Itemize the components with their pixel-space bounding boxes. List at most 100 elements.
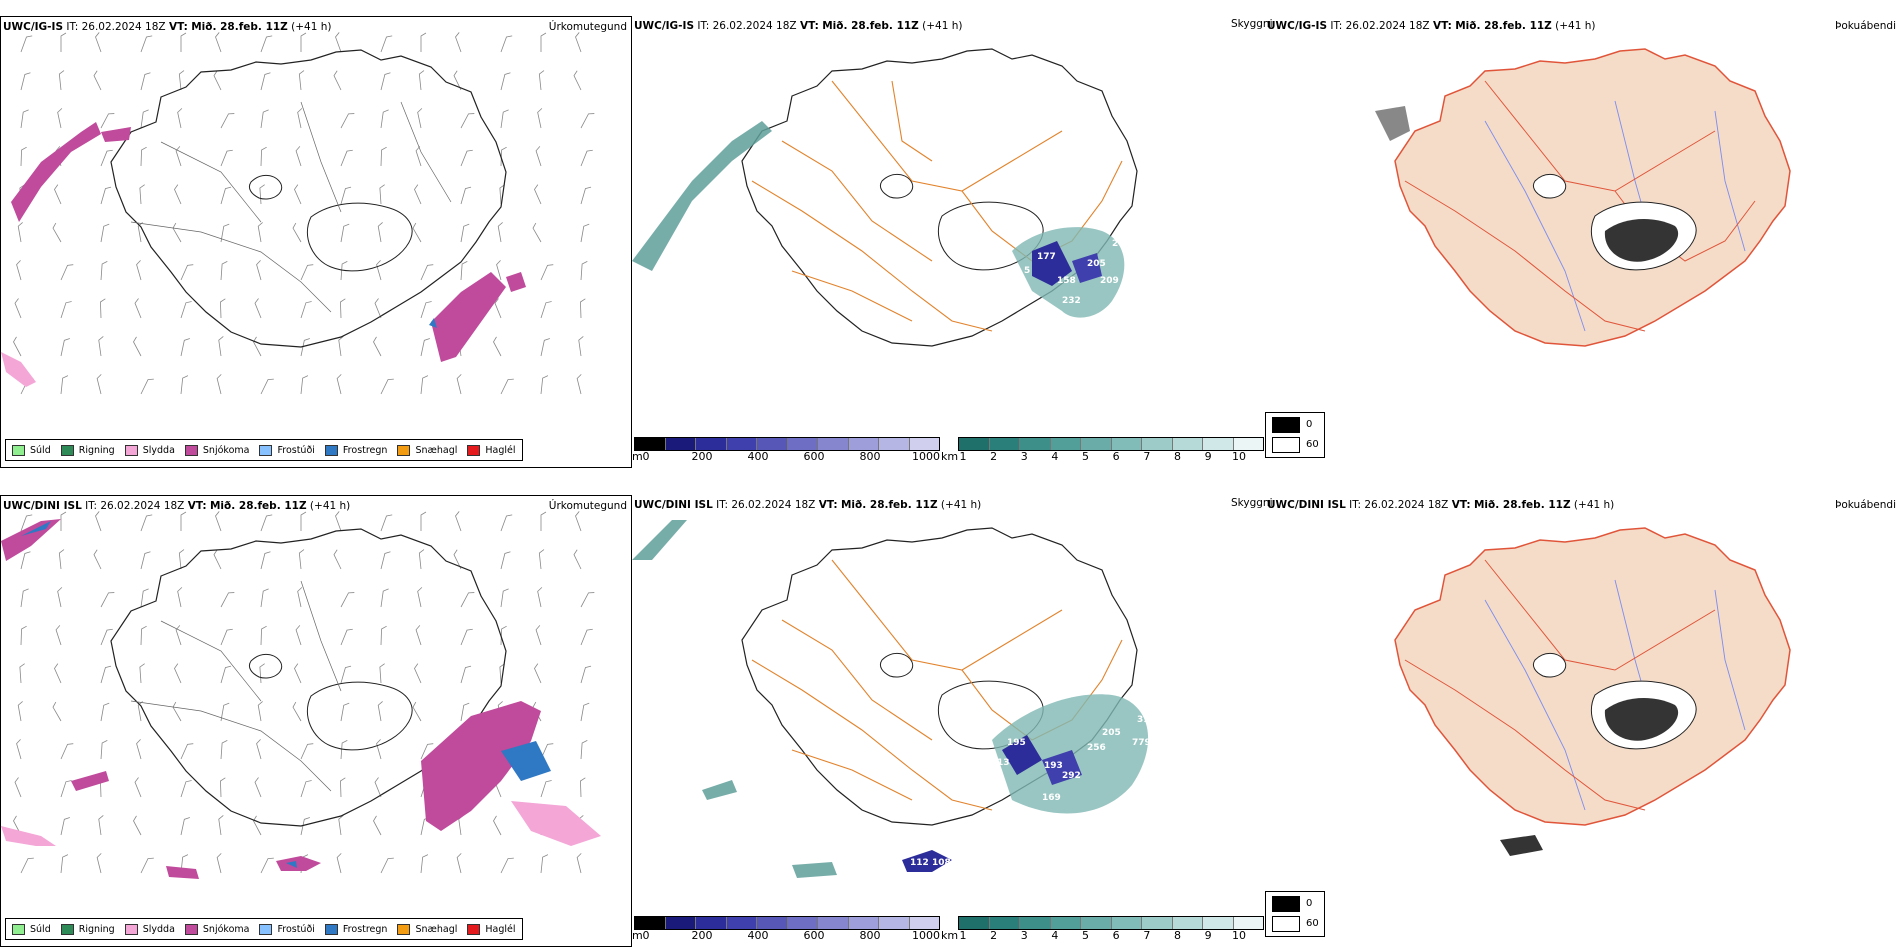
colorbar-cell [818,917,849,929]
wind-barb [134,298,142,319]
visibility-value-label: 292 [1062,771,1081,781]
wind-barb [254,298,262,319]
tick-label: 400 [747,929,769,942]
legend-swatch [184,923,198,935]
fog-swatch-top [1272,896,1300,912]
tick-label: 4 [1051,450,1059,463]
wind-barb [140,857,154,874]
wind-barb [340,777,346,798]
wind-barb [460,702,470,722]
wind-barb [379,184,385,205]
wind-barb [16,260,22,281]
wind-barb [580,592,595,608]
wind-barb [300,817,310,836]
wind-barb [300,780,312,798]
colorbar-cell [757,917,788,929]
precip-type-map [1,32,595,395]
wind-barb [52,222,62,243]
wind-barb [60,854,69,874]
wind-barb [500,857,514,874]
wind-barb [538,549,545,570]
visibility-value-label: 207 [1112,239,1131,249]
wind-barb [500,588,509,608]
wind-barb [453,549,462,570]
legend-item: Súld [12,923,51,935]
wind-barb [260,588,269,608]
wind-barb [54,184,62,205]
wind-barb [20,625,27,646]
wind-barb [460,592,475,608]
colorbar-cell [1233,917,1263,929]
wind-barb [100,223,110,243]
colorbar-cell [959,917,990,929]
legend-item: Slydda [124,923,175,935]
colorbar-cell [848,917,879,929]
wind-barb [300,32,307,52]
wind-barb [17,701,23,722]
tick-label: 1000 [912,929,940,942]
wind-barb [294,663,302,684]
wind-barb [136,739,142,760]
wind-barb [295,625,302,646]
wind-barb [420,301,432,319]
wind-barb [13,336,22,357]
wind-barb [540,32,547,52]
legend-swatch [467,444,481,456]
wind-barb [180,375,189,395]
legend-swatch [467,923,481,935]
wind-barb [100,186,112,205]
colorbar-cell [696,917,727,929]
visibility-value-label: 205 [1102,728,1121,738]
wind-barb [340,702,350,722]
wind-barb [573,70,582,91]
wind-barb [172,701,182,722]
wind-barb [417,587,423,608]
panel-title: UWC/IG-IS IT: 26.02.2024 18Z VT: Mið. 28… [1267,20,1596,32]
wind-barb [340,186,352,205]
wind-barb [14,777,22,798]
wind-barb [333,70,342,91]
wind-barb [540,264,554,281]
wind-barb [500,514,513,532]
visibility-value-label: 112 [910,858,929,868]
fog-map [1394,527,1791,856]
fog-legend-label: 60 [1306,439,1319,450]
wind-barb [412,701,422,722]
wind-barb [580,223,590,243]
precip-type-panel-row1: UWC/IG-IS IT: 26.02.2024 18Z VT: Mið. 28… [0,16,632,468]
colorbar-cell [1142,917,1173,929]
wind-barb [260,857,274,874]
visibility-value-label: 108 [932,858,951,868]
colorbar-unit: m [632,450,643,463]
legend-item: Frostregn [324,444,387,456]
wind-barb [55,625,62,646]
legend-item: Rigning [60,923,115,935]
wind-barb [20,35,33,53]
tick-label: 200 [691,929,713,942]
panel-title: UWC/DINI ISL IT: 26.02.2024 18Z VT: Mið.… [3,500,351,512]
wind-barb [540,780,552,798]
colorbar-unit: m [632,929,643,942]
panel-title: UWC/DINI ISL IT: 26.02.2024 18Z VT: Mið.… [1267,499,1615,511]
wind-barb [220,113,235,129]
wind-barb [420,375,429,395]
fog-legend-label: 0 [1306,898,1313,909]
panel-corner-label: Úrkomutegund [548,21,627,33]
wind-barb [100,665,112,684]
wind-barb [540,375,549,395]
wind-barb [220,298,226,319]
legend-swatch [397,923,411,935]
wind-barb [139,184,145,205]
wind-barb [220,592,235,608]
wind-barb [455,511,462,532]
visibility-value-label: 13 [997,758,1010,768]
wind-barb [340,261,348,281]
wind-barb [377,222,383,243]
wind-barb [580,628,593,646]
visibility-value-labels: 177 174 207 5 205 158 209 232 [1024,222,1146,306]
tick-label: 5 [1082,450,1090,463]
fog-swatch-top [1272,417,1300,433]
wind-barb [580,740,588,760]
wind-barb [60,743,74,760]
